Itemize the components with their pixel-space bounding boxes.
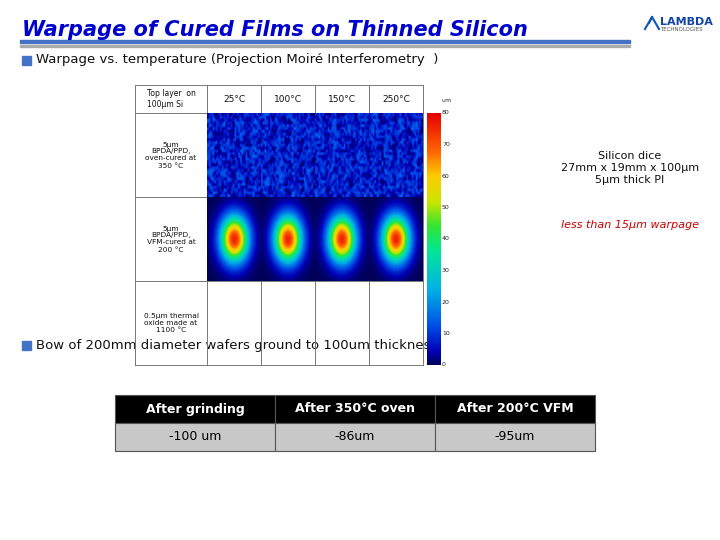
Bar xyxy=(435,423,595,451)
Text: 80: 80 xyxy=(442,111,450,116)
Text: 5μm
BPDA/PPD,
oven-cured at
350 °C: 5μm BPDA/PPD, oven-cured at 350 °C xyxy=(145,141,197,168)
Text: After 200°C VFM: After 200°C VFM xyxy=(456,402,573,415)
Bar xyxy=(20,40,630,43)
Text: um: um xyxy=(442,98,452,103)
Text: 30: 30 xyxy=(442,268,450,273)
Text: 40: 40 xyxy=(442,237,450,241)
Text: Bow of 200mm diameter wafers ground to 100um thickness:: Bow of 200mm diameter wafers ground to 1… xyxy=(36,339,442,352)
Text: less than 15μm warpage: less than 15μm warpage xyxy=(561,220,699,230)
Text: 10: 10 xyxy=(442,331,450,336)
Text: Warpage of Cured Films on Thinned Silicon: Warpage of Cured Films on Thinned Silico… xyxy=(22,20,528,40)
Bar xyxy=(115,423,275,451)
Text: -95um: -95um xyxy=(495,430,535,443)
Text: 5μm
BPDA/PPD,
VFM-cured at
200 °C: 5μm BPDA/PPD, VFM-cured at 200 °C xyxy=(147,226,195,253)
Bar xyxy=(435,395,595,423)
Text: -86um: -86um xyxy=(335,430,375,443)
Text: 0: 0 xyxy=(442,362,446,368)
Text: 250°C: 250°C xyxy=(382,94,410,104)
Text: After grinding: After grinding xyxy=(145,402,244,415)
Bar xyxy=(22,341,31,350)
Text: 60: 60 xyxy=(442,173,450,179)
Text: LAMBDA: LAMBDA xyxy=(660,17,713,27)
Text: 20: 20 xyxy=(442,300,450,305)
Text: Silicon dice
27mm x 19mm x 100μm
5μm thick PI: Silicon dice 27mm x 19mm x 100μm 5μm thi… xyxy=(561,151,699,185)
Text: Top layer  on
100μm Si: Top layer on 100μm Si xyxy=(147,89,195,109)
Text: 100°C: 100°C xyxy=(274,94,302,104)
Text: 150°C: 150°C xyxy=(328,94,356,104)
Bar xyxy=(20,45,630,47)
Text: -100 um: -100 um xyxy=(168,430,221,443)
Text: 50: 50 xyxy=(442,205,450,210)
Text: Warpage vs. temperature (Projection Moiré Interferometry  ): Warpage vs. temperature (Projection Moir… xyxy=(36,53,438,66)
Bar xyxy=(115,395,275,423)
Text: 25°C: 25°C xyxy=(223,94,245,104)
Bar xyxy=(22,56,31,65)
Text: 0.5μm thermal
oxide made at
1100 °C: 0.5μm thermal oxide made at 1100 °C xyxy=(143,313,199,333)
Text: TECHNOLOGIES: TECHNOLOGIES xyxy=(660,27,703,32)
Text: After 350°C oven: After 350°C oven xyxy=(295,402,415,415)
Text: 70: 70 xyxy=(442,142,450,147)
Bar xyxy=(275,423,435,451)
Bar xyxy=(275,395,435,423)
